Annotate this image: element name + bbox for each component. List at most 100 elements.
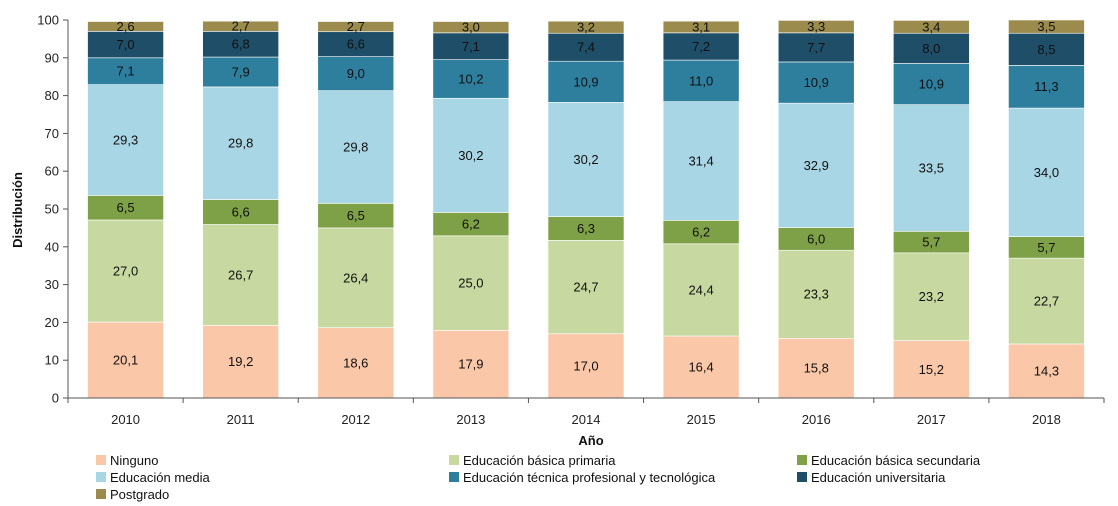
x-tick-label: 2016 — [802, 412, 831, 427]
data-label: 18,6 — [343, 355, 368, 370]
data-label: 5,7 — [1037, 240, 1055, 255]
bar-segment-educaci-n-universitaria — [662, 32, 740, 61]
bar-segment-educaci-n-media — [317, 90, 395, 204]
bar-segment-postgrado — [547, 20, 625, 34]
x-tick-label: 2010 — [111, 412, 140, 427]
bar-segment-educaci-n-media — [1008, 107, 1085, 237]
data-label: 2,7 — [232, 19, 250, 34]
data-label: 11,0 — [689, 73, 713, 88]
data-label: 24,4 — [688, 282, 713, 297]
data-label: 29,8 — [343, 140, 368, 155]
y-tick-label: 40 — [45, 239, 59, 254]
data-label: 7,1 — [462, 39, 480, 54]
bar-segment-ninguno — [547, 333, 625, 399]
data-label: 6,0 — [807, 231, 825, 246]
x-tick-label: 2017 — [917, 412, 946, 427]
data-label: 3,4 — [922, 19, 940, 34]
data-label: 6,5 — [347, 208, 365, 223]
data-label: 6,6 — [347, 37, 365, 52]
data-label: 34,0 — [1034, 165, 1059, 180]
bar-segment-ninguno — [432, 330, 510, 399]
bar-segment-educaci-n-b-sica-primaria — [777, 249, 855, 339]
data-label: 3,5 — [1037, 19, 1055, 34]
bar-segment-educaci-n-universitaria — [1008, 32, 1085, 66]
bar-stack-2017: 15,2 23,2 5,7 33,5 10,9 8,0 3,4 — [893, 19, 970, 399]
legend-label: Educación técnica profesional y tecnológ… — [463, 470, 716, 485]
data-label: 3,2 — [577, 20, 595, 35]
bar-segment-educaci-n-b-sica-primaria — [317, 227, 395, 328]
legend-swatch — [449, 455, 459, 465]
x-axis: 2010 2011 2012 2013 2014 2015 2016 2017 2018 — [67, 397, 1105, 427]
legend-swatch — [96, 472, 106, 482]
data-label: 2,6 — [117, 19, 135, 34]
bar-segment-educaci-n-t-cnica-profesional-y-tecnol-gica — [202, 56, 279, 88]
data-label: 9,0 — [347, 66, 365, 81]
data-label: 19,2 — [228, 354, 253, 369]
data-label: 8,0 — [922, 41, 940, 56]
bar-segment-educaci-n-media — [432, 97, 510, 213]
data-label: 26,4 — [343, 270, 368, 285]
legend-item-educaci-n-universitaria: Educación universitaria — [797, 470, 946, 485]
bar-segment-educaci-n-media — [547, 102, 625, 217]
y-tick-label: 90 — [45, 50, 59, 65]
data-label: 6,2 — [692, 225, 710, 240]
data-label: 17,0 — [573, 358, 598, 373]
bar-segment-educaci-n-b-sica-primaria — [662, 243, 740, 337]
x-tick-label: 2012 — [341, 412, 370, 427]
x-tick-label: 2018 — [1032, 412, 1061, 427]
bar-stack-2012: 18,6 26,4 6,5 29,8 9,0 6,6 2,7 — [317, 19, 395, 399]
bar-segment-educaci-n-b-sica-primaria — [893, 252, 970, 341]
legend-item-ninguno: Ninguno — [96, 453, 158, 468]
data-label: 2,7 — [347, 19, 365, 34]
bar-stack-2013: 17,9 25,0 6,2 30,2 10,2 7,1 3,0 — [432, 20, 510, 399]
bar-stack-2015: 16,4 24,4 6,2 31,4 11,0 7,2 3,1 — [662, 19, 740, 399]
y-tick-label: 60 — [45, 164, 59, 179]
data-label: 8,5 — [1037, 42, 1055, 57]
bar-segment-educaci-n-t-cnica-profesional-y-tecnol-gica — [87, 57, 164, 85]
bar-segment-educaci-n-b-sica-primaria — [202, 224, 279, 326]
bar-stack-2016: 15,8 23,3 6,0 32,9 10,9 7,7 3,3 — [777, 19, 855, 399]
data-label: 30,2 — [458, 148, 483, 163]
y-tick-label: 0 — [52, 391, 59, 406]
data-label: 3,0 — [462, 20, 480, 35]
data-label: 6,8 — [232, 37, 250, 52]
data-label: 7,2 — [692, 39, 710, 54]
bar-segment-postgrado — [432, 21, 510, 34]
legend: Ninguno Educación básica primaria Educació… — [96, 453, 981, 502]
data-label: 11,3 — [1034, 79, 1058, 94]
y-tick-label: 30 — [45, 277, 59, 292]
y-tick-label: 10 — [45, 353, 59, 368]
x-tick-label: 2015 — [687, 412, 716, 427]
bar-segment-educaci-n-universitaria — [317, 31, 395, 57]
data-label: 16,4 — [688, 360, 713, 375]
bar-segment-educaci-n-media — [893, 104, 970, 232]
bar-segment-ninguno — [202, 325, 279, 399]
bar-segment-postgrado — [202, 20, 279, 32]
data-label: 26,7 — [228, 267, 253, 282]
data-label: 6,5 — [117, 200, 135, 215]
bar-segment-educaci-n-t-cnica-profesional-y-tecnol-gica — [662, 59, 740, 102]
bar-stack-2018: 14,3 22,7 5,7 34,0 11,3 8,5 3,5 — [1008, 19, 1085, 399]
legend-label: Educación universitaria — [811, 470, 946, 485]
bar-segment-educaci-n-universitaria — [87, 31, 164, 59]
bar-segment-postgrado — [1008, 19, 1085, 34]
data-label: 10,9 — [804, 75, 829, 90]
bar-segment-educaci-n-t-cnica-profesional-y-tecnol-gica — [1008, 65, 1085, 109]
legend-label: Educación básica primaria — [463, 453, 616, 468]
bar-segment-postgrado — [317, 21, 395, 33]
bar-segment-postgrado — [87, 21, 164, 32]
bar-segment-educaci-n-t-cnica-profesional-y-tecnol-gica — [317, 56, 395, 91]
data-label: 10,2 — [458, 71, 483, 86]
legend-label: Postgrado — [110, 487, 169, 502]
data-label: 30,2 — [573, 152, 598, 167]
data-label: 7,4 — [577, 40, 595, 55]
legend-item-educaci-n-b-sica-primaria: Educación básica primaria — [449, 453, 616, 468]
data-label: 22,7 — [1034, 294, 1059, 309]
data-label: 33,5 — [919, 160, 944, 175]
bar-segment-ninguno — [777, 337, 855, 399]
bar-segment-educaci-n-media — [777, 102, 855, 228]
legend-swatch — [449, 472, 459, 482]
bar-segment-postgrado — [893, 20, 970, 34]
bar-segment-ninguno — [317, 327, 395, 399]
legend-swatch — [96, 489, 106, 499]
